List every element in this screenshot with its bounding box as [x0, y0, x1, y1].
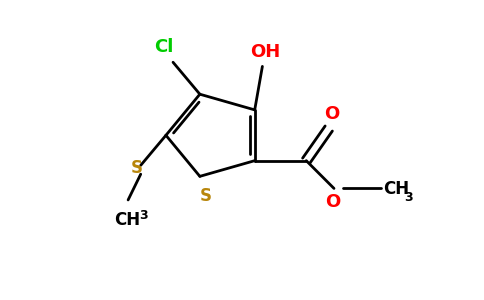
- Text: S: S: [131, 159, 143, 177]
- Text: CH: CH: [383, 180, 409, 198]
- Text: 3: 3: [139, 209, 148, 222]
- Text: S: S: [200, 187, 212, 205]
- Text: O: O: [324, 105, 339, 123]
- Text: OH: OH: [250, 43, 280, 61]
- Text: Cl: Cl: [154, 38, 174, 56]
- Text: O: O: [325, 193, 341, 211]
- Text: CH: CH: [114, 211, 140, 229]
- Text: 3: 3: [405, 191, 413, 204]
